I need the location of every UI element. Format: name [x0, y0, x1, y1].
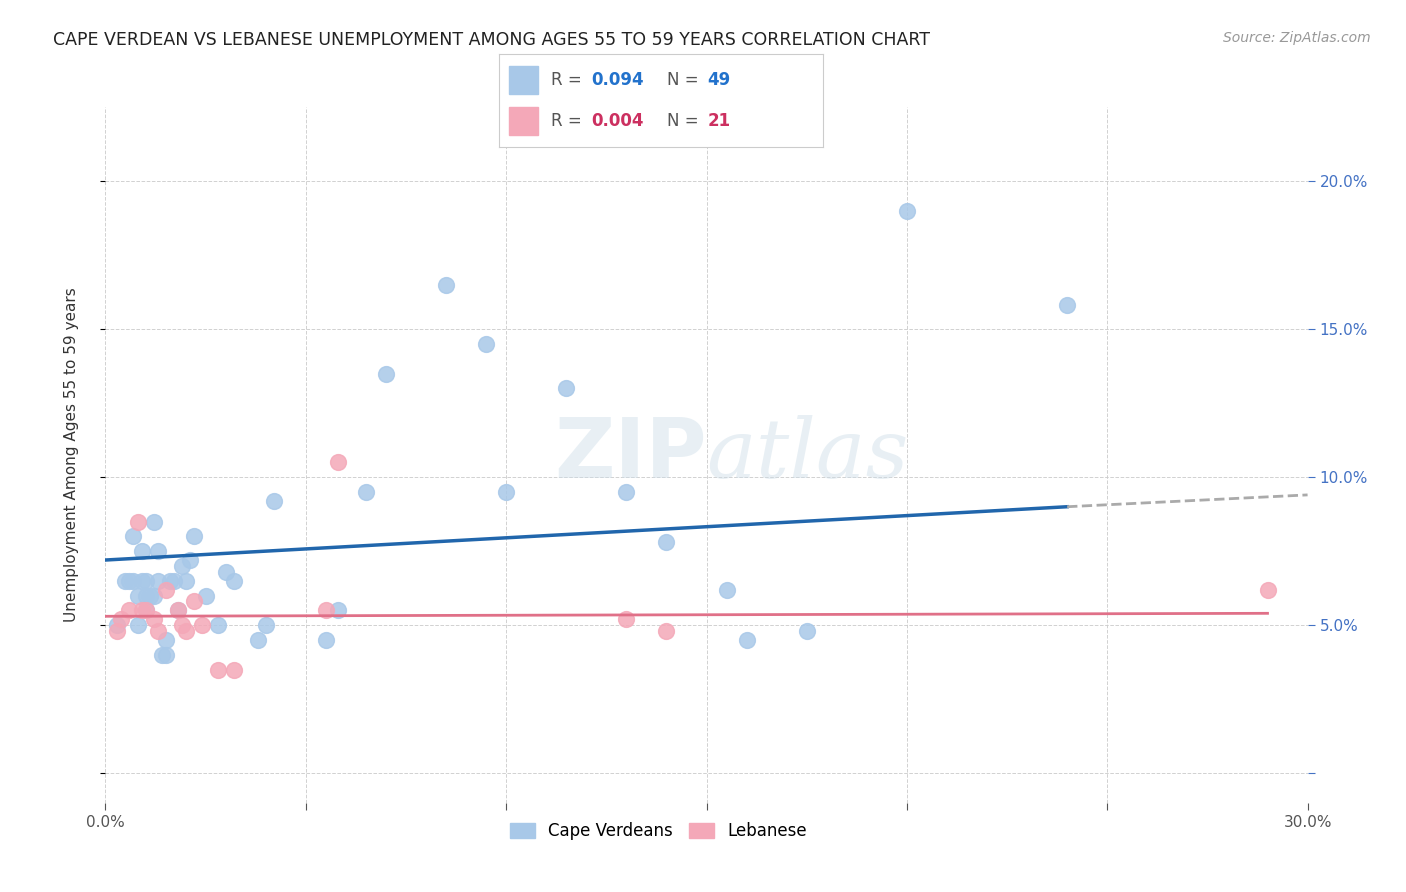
Point — [131, 574, 153, 588]
Point — [142, 515, 165, 529]
Text: N =: N = — [668, 112, 699, 130]
Y-axis label: Unemployment Among Ages 55 to 59 years: Unemployment Among Ages 55 to 59 years — [65, 287, 79, 623]
Point — [150, 648, 173, 662]
Text: 21: 21 — [707, 112, 731, 130]
Point — [166, 603, 188, 617]
Point — [135, 574, 157, 588]
Point — [135, 589, 157, 603]
Point — [254, 618, 277, 632]
Point — [222, 663, 245, 677]
Point — [616, 612, 638, 626]
Point — [326, 455, 349, 469]
Text: N =: N = — [668, 70, 699, 88]
Point — [246, 632, 269, 647]
Point — [118, 574, 141, 588]
Point — [183, 529, 205, 543]
Point — [170, 618, 193, 632]
Point — [354, 484, 377, 499]
Text: CAPE VERDEAN VS LEBANESE UNEMPLOYMENT AMONG AGES 55 TO 59 YEARS CORRELATION CHAR: CAPE VERDEAN VS LEBANESE UNEMPLOYMENT AM… — [53, 31, 931, 49]
Point — [475, 337, 498, 351]
Point — [179, 553, 201, 567]
Point — [142, 589, 165, 603]
Point — [434, 277, 457, 292]
Point — [131, 544, 153, 558]
Point — [142, 612, 165, 626]
Point — [127, 589, 149, 603]
Point — [122, 574, 145, 588]
Point — [110, 612, 132, 626]
Point — [131, 603, 153, 617]
Point — [207, 618, 229, 632]
Point — [1056, 298, 1078, 312]
Point — [655, 624, 678, 638]
Text: Source: ZipAtlas.com: Source: ZipAtlas.com — [1223, 31, 1371, 45]
Point — [127, 618, 149, 632]
Point — [174, 574, 197, 588]
Point — [1257, 582, 1279, 597]
Text: 49: 49 — [707, 70, 731, 88]
Point — [107, 624, 129, 638]
Point — [735, 632, 758, 647]
Point — [194, 589, 217, 603]
Point — [138, 589, 160, 603]
Point — [118, 603, 141, 617]
Point — [374, 367, 398, 381]
Text: R =: R = — [551, 112, 582, 130]
Point — [214, 565, 236, 579]
Point — [107, 618, 129, 632]
Point — [655, 535, 678, 549]
Point — [135, 603, 157, 617]
Point — [155, 632, 177, 647]
Point — [263, 493, 285, 508]
Point — [162, 574, 184, 588]
Text: atlas: atlas — [707, 415, 908, 495]
Point — [155, 582, 177, 597]
Point — [183, 594, 205, 608]
Point — [114, 574, 136, 588]
Text: 0.004: 0.004 — [592, 112, 644, 130]
Point — [122, 529, 145, 543]
Point — [616, 484, 638, 499]
Point — [495, 484, 517, 499]
Legend: Cape Verdeans, Lebanese: Cape Verdeans, Lebanese — [503, 815, 814, 847]
Point — [146, 624, 169, 638]
Point — [222, 574, 245, 588]
Text: R =: R = — [551, 70, 582, 88]
Point — [159, 574, 181, 588]
Point — [170, 558, 193, 573]
Point — [207, 663, 229, 677]
Point — [166, 603, 188, 617]
Point — [146, 574, 169, 588]
Point — [174, 624, 197, 638]
Point — [796, 624, 818, 638]
Point — [315, 632, 337, 647]
Text: ZIP: ZIP — [554, 415, 707, 495]
Point — [190, 618, 212, 632]
Bar — [509, 107, 538, 135]
Point — [135, 603, 157, 617]
Text: 0.094: 0.094 — [592, 70, 644, 88]
Point — [127, 515, 149, 529]
Point — [555, 381, 578, 395]
Point — [326, 603, 349, 617]
Point — [716, 582, 738, 597]
Point — [146, 544, 169, 558]
Point — [896, 203, 918, 218]
Point — [155, 648, 177, 662]
Bar — [509, 66, 538, 94]
Point — [315, 603, 337, 617]
